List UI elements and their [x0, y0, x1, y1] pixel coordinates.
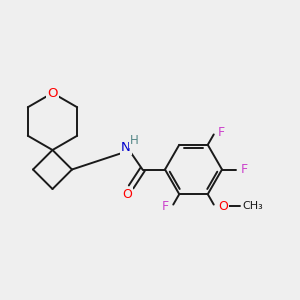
Text: O: O	[122, 188, 132, 201]
Text: N: N	[121, 141, 130, 154]
Text: H: H	[130, 134, 139, 147]
Text: O: O	[47, 86, 58, 100]
Text: F: F	[240, 163, 247, 176]
Text: O: O	[218, 200, 228, 213]
Text: F: F	[162, 200, 169, 214]
Text: CH₃: CH₃	[242, 201, 263, 211]
Text: F: F	[218, 125, 225, 139]
